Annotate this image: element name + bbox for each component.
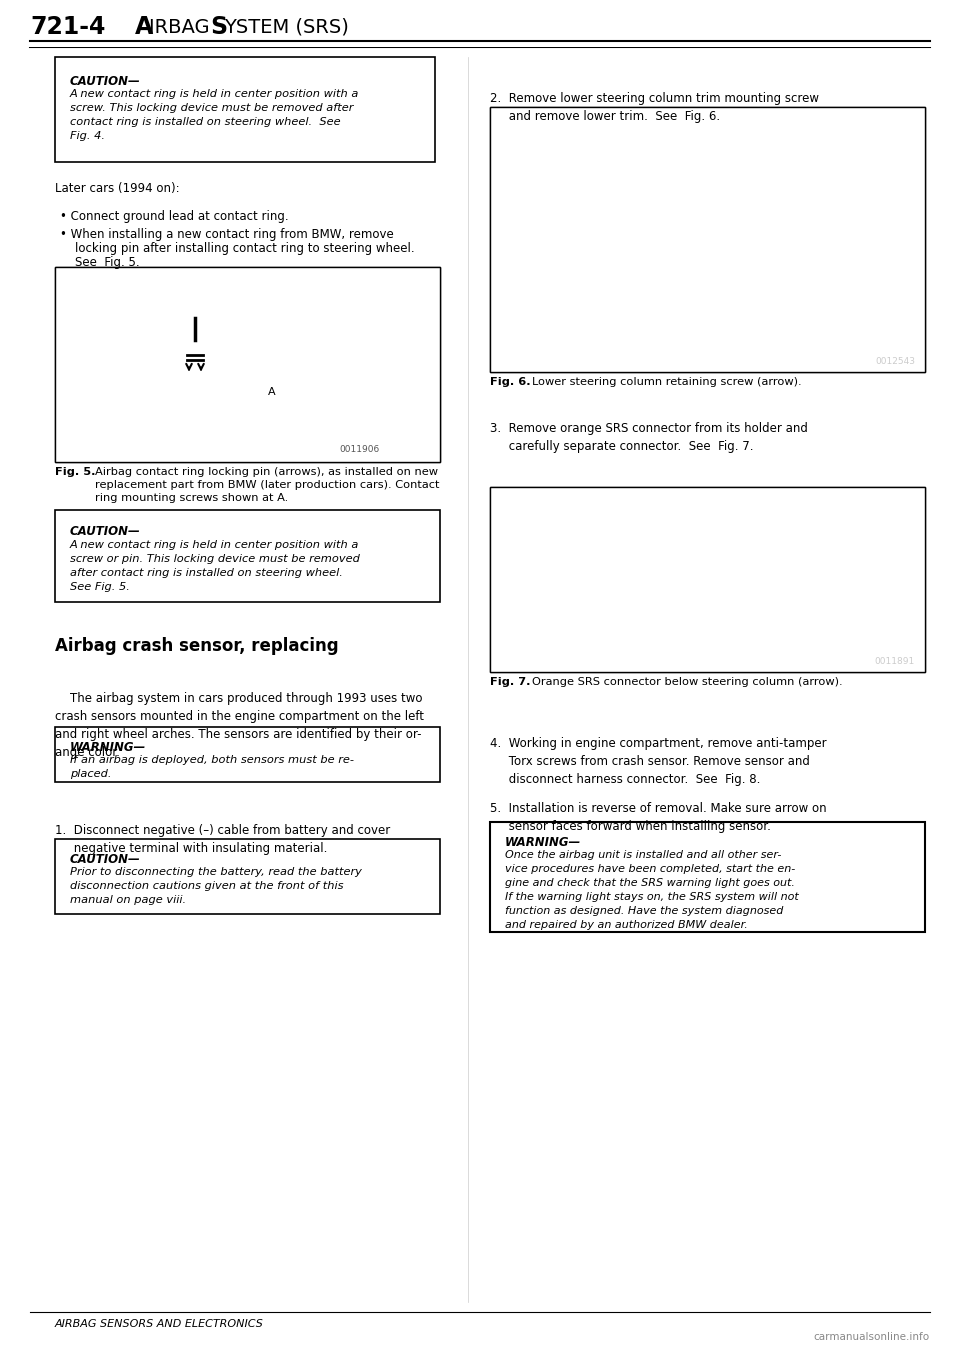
Text: locking pin after installing contact ring to steering wheel.: locking pin after installing contact rin… [75, 242, 415, 255]
FancyBboxPatch shape [490, 107, 925, 372]
Text: See  Fig. 5.: See Fig. 5. [75, 256, 139, 269]
Text: A: A [268, 387, 276, 396]
Text: Lower steering column retaining screw (arrow).: Lower steering column retaining screw (a… [532, 377, 802, 387]
Text: WARNING—: WARNING— [505, 836, 581, 849]
FancyBboxPatch shape [0, 0, 960, 20]
Text: CAUTION—: CAUTION— [70, 854, 141, 866]
FancyBboxPatch shape [55, 267, 440, 461]
Text: 3.  Remove orange SRS connector from its holder and
     carefully separate conn: 3. Remove orange SRS connector from its … [490, 422, 808, 453]
Text: replacement part from BMW (later production cars). Contact: replacement part from BMW (later product… [95, 480, 440, 490]
Text: Fig. 5.: Fig. 5. [55, 467, 95, 478]
FancyBboxPatch shape [55, 57, 435, 161]
Text: 0011906: 0011906 [340, 445, 380, 455]
FancyBboxPatch shape [55, 267, 440, 461]
Text: YSTEM (SRS): YSTEM (SRS) [224, 18, 348, 37]
Text: IRBAG: IRBAG [149, 18, 222, 37]
Text: A: A [135, 15, 154, 39]
Text: Orange SRS connector below steering column (arrow).: Orange SRS connector below steering colu… [532, 677, 843, 687]
Text: If an airbag is deployed, both sensors must be re-
placed.: If an airbag is deployed, both sensors m… [70, 754, 354, 779]
Text: 1.  Disconnect negative (–) cable from battery and cover
     negative terminal : 1. Disconnect negative (–) cable from ba… [55, 824, 391, 855]
Text: 721-4: 721-4 [30, 14, 110, 37]
Text: The airbag system in cars produced through 1993 uses two
crash sensors mounted i: The airbag system in cars produced throu… [55, 692, 424, 759]
Text: Prior to disconnecting the battery, read the battery
disconnection cautions give: Prior to disconnecting the battery, read… [70, 867, 362, 905]
FancyBboxPatch shape [490, 822, 925, 932]
FancyBboxPatch shape [55, 839, 440, 915]
Text: YSTEM (SRS): YSTEM (SRS) [241, 14, 401, 37]
Text: Fig. 6.: Fig. 6. [490, 377, 531, 387]
Text: A: A [145, 14, 164, 37]
Text: Airbag crash sensor, replacing: Airbag crash sensor, replacing [55, 636, 339, 655]
FancyBboxPatch shape [490, 487, 925, 672]
Text: CAUTION—: CAUTION— [70, 75, 141, 88]
FancyBboxPatch shape [490, 487, 925, 672]
Text: 0012543: 0012543 [875, 357, 915, 366]
Text: • When installing a new contact ring from BMW, remove: • When installing a new contact ring fro… [60, 228, 394, 242]
Text: Later cars (1994 on):: Later cars (1994 on): [55, 182, 180, 195]
Text: 721-4: 721-4 [30, 15, 106, 39]
Text: A new contact ring is held in center position with a
screw or pin. This locking : A new contact ring is held in center pos… [70, 540, 360, 592]
Text: Fig. 7.: Fig. 7. [490, 677, 531, 687]
Circle shape [190, 311, 200, 320]
FancyBboxPatch shape [490, 107, 925, 372]
Text: Airbag contact ring locking pin (arrows), as installed on new: Airbag contact ring locking pin (arrows)… [95, 467, 438, 478]
Text: WARNING—: WARNING— [70, 741, 146, 754]
Text: AIRBAG SENSORS AND ELECTRONICS: AIRBAG SENSORS AND ELECTRONICS [55, 1319, 264, 1329]
Text: 0011891: 0011891 [875, 657, 915, 666]
Text: 2.  Remove lower steering column trim mounting screw
     and remove lower trim.: 2. Remove lower steering column trim mou… [490, 92, 819, 123]
FancyBboxPatch shape [0, 0, 960, 47]
Text: 721-4    AIRBAG SYSTEM (SRS): 721-4 AIRBAG SYSTEM (SRS) [30, 15, 437, 39]
Text: IRBAG: IRBAG [161, 14, 247, 37]
FancyBboxPatch shape [490, 107, 925, 372]
Text: A new contact ring is held in center position with a
screw. This locking device : A new contact ring is held in center pos… [70, 90, 359, 141]
Text: 5.  Installation is reverse of removal. Make sure arrow on
     sensor faces for: 5. Installation is reverse of removal. M… [490, 802, 827, 833]
Text: carmanualsonline.info: carmanualsonline.info [814, 1333, 930, 1342]
Text: 4.  Working in engine compartment, remove anti-tamper
     Torx screws from cras: 4. Working in engine compartment, remove… [490, 737, 827, 786]
Text: S: S [225, 14, 243, 37]
Text: CAUTION—: CAUTION— [70, 525, 141, 537]
Text: S: S [210, 15, 228, 39]
FancyBboxPatch shape [55, 727, 440, 782]
Text: ring mounting screws shown at A.: ring mounting screws shown at A. [95, 493, 288, 503]
Text: • Connect ground lead at contact ring.: • Connect ground lead at contact ring. [60, 210, 289, 223]
FancyBboxPatch shape [55, 510, 440, 603]
Text: Once the airbag unit is installed and all other ser-
vice procedures have been c: Once the airbag unit is installed and al… [505, 849, 799, 930]
